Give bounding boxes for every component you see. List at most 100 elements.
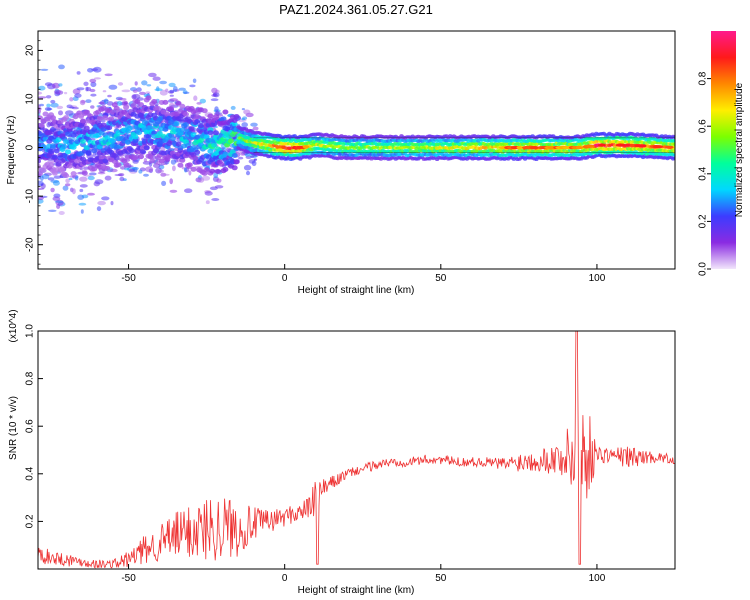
heatmap-cell <box>101 196 110 201</box>
spectrogram-heatmap <box>38 64 675 215</box>
heatmap-cell <box>58 64 65 70</box>
heatmap-cell <box>55 137 62 143</box>
heatmap-cell <box>173 111 180 117</box>
heatmap-cell <box>169 189 178 193</box>
colorbar-tick-label: 0.4 <box>698 166 709 180</box>
heatmap-cell <box>143 173 149 177</box>
top-y-axis-label: Frequency (Hz) <box>6 116 17 185</box>
heatmap-cell <box>163 173 170 176</box>
heatmap-cell <box>203 167 210 173</box>
y-tick-label: -10 <box>25 188 36 203</box>
heatmap-cell <box>184 188 193 193</box>
heatmap-cell <box>102 115 109 121</box>
heatmap-cell <box>576 146 583 150</box>
y-multiplier-label: (x10^4) <box>8 309 19 342</box>
colorbar-label: Normalized spectral amplitude <box>734 82 745 217</box>
x-tick-label: 50 <box>435 273 447 284</box>
heatmap-cell <box>241 108 245 111</box>
heatmap-cell <box>183 139 189 145</box>
heatmap-cell <box>243 164 252 171</box>
top-y-axis: -20 -10 0 10 20 <box>25 30 43 265</box>
heatmap-cell <box>128 148 135 154</box>
heatmap-cell <box>186 162 193 168</box>
heatmap-cell <box>40 168 47 173</box>
heatmap-cell <box>74 93 82 98</box>
heatmap-cell <box>59 167 66 173</box>
heatmap-cell <box>48 149 55 154</box>
heatmap-cell <box>598 143 606 147</box>
heatmap-cell <box>190 166 197 172</box>
heatmap-cell <box>85 86 89 92</box>
heatmap-cell <box>89 88 96 93</box>
heatmap-cell <box>672 142 675 146</box>
heatmap-cell <box>38 122 45 128</box>
heatmap-cell <box>38 85 46 91</box>
heatmap-cell <box>149 158 156 164</box>
heatmap-cell <box>194 114 201 120</box>
heatmap-cell <box>154 105 161 111</box>
heatmap-cell <box>211 198 220 201</box>
heatmap-cell <box>65 183 71 187</box>
heatmap-cell <box>117 97 127 101</box>
heatmap-cell <box>88 172 97 176</box>
heatmap-cell <box>246 170 250 176</box>
heatmap-cell <box>45 95 52 99</box>
heatmap-cell <box>123 104 130 110</box>
heatmap-cell <box>52 180 60 186</box>
heatmap-cell <box>177 162 184 168</box>
heatmap-cell <box>52 82 60 89</box>
heatmap-cell <box>81 170 88 176</box>
heatmap-cell <box>65 131 71 137</box>
heatmap-cell <box>243 109 251 115</box>
heatmap-cell <box>83 109 90 115</box>
heatmap-cell <box>138 169 143 174</box>
heatmap-cell <box>188 126 195 132</box>
heatmap-cell <box>50 127 56 132</box>
heatmap-cell <box>115 162 122 168</box>
heatmap-cell <box>53 89 61 95</box>
heatmap-cell <box>204 191 213 196</box>
heatmap-cell <box>41 173 50 180</box>
heatmap-cell <box>146 84 152 87</box>
heatmap-cell <box>172 86 178 92</box>
x-tick-label: 100 <box>589 573 606 584</box>
heatmap-cell <box>119 176 125 182</box>
heatmap-cell <box>250 155 254 158</box>
heatmap-cell <box>159 80 168 85</box>
y-tick-label: 10 <box>25 93 36 105</box>
heatmap-cell <box>80 138 86 144</box>
heatmap-cell <box>516 146 523 150</box>
heatmap-cell <box>145 95 152 101</box>
heatmap-cell <box>214 185 224 189</box>
heatmap-cell <box>96 206 102 212</box>
heatmap-cell <box>214 169 221 174</box>
heatmap-cell <box>46 103 51 108</box>
top-x-axis-label: Height of straight line (km) <box>298 285 415 296</box>
heatmap-cell <box>63 115 70 121</box>
heatmap-cell <box>85 150 92 156</box>
heatmap-cell <box>179 103 186 109</box>
heatmap-cell <box>76 71 81 75</box>
heatmap-cell <box>102 90 107 93</box>
heatmap-cell <box>162 99 169 105</box>
heatmap-cell <box>47 177 55 181</box>
heatmap-cell <box>121 89 131 93</box>
heatmap-cell <box>38 96 47 99</box>
heatmap-cell <box>529 146 540 150</box>
heatmap-cell <box>91 68 98 71</box>
heatmap-cell <box>101 99 109 102</box>
heatmap-cell <box>65 110 74 116</box>
heatmap-cell <box>65 178 70 184</box>
heatmap-cell <box>48 162 55 168</box>
heatmap-cell <box>138 102 144 108</box>
heatmap-cell <box>139 149 146 155</box>
heatmap-cell <box>141 120 148 126</box>
heatmap-cell <box>672 153 675 157</box>
bottom-x-axis-label: Height of straight line (km) <box>298 585 415 596</box>
heatmap-cell <box>147 154 154 159</box>
heatmap-cell <box>68 177 73 181</box>
heatmap-cell <box>169 89 174 94</box>
y-tick-label: 20 <box>25 44 36 56</box>
heatmap-cell <box>222 151 229 157</box>
